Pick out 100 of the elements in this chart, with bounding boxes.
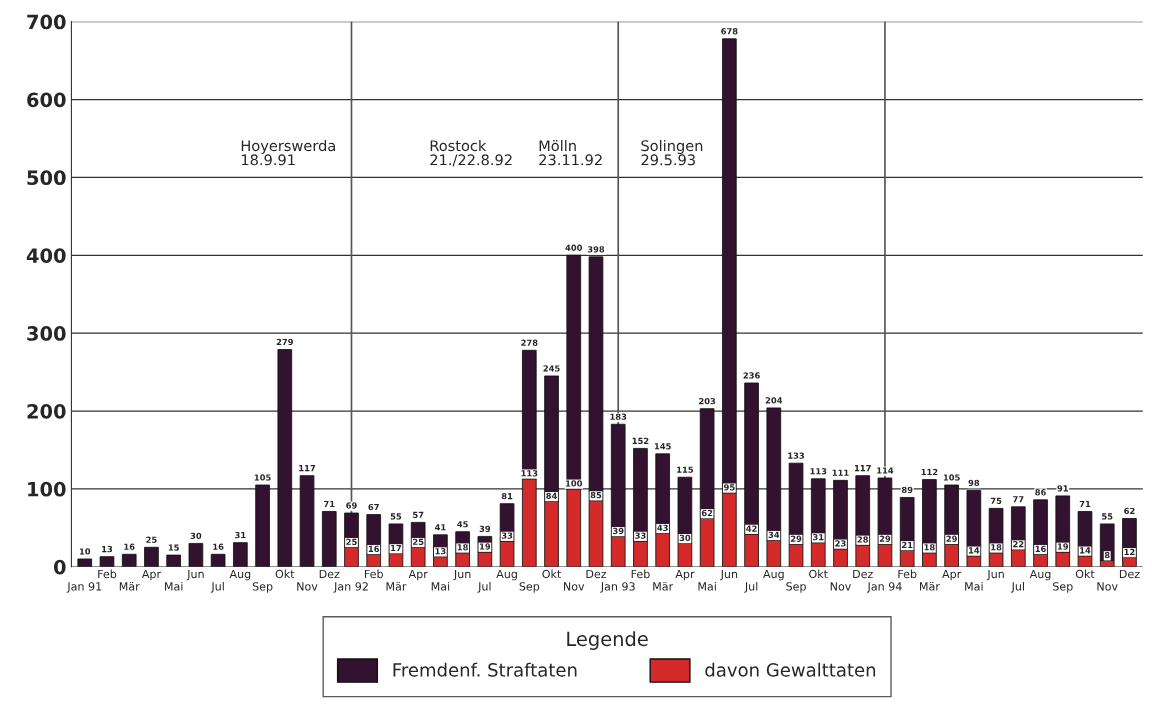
total-label: 71 <box>324 500 335 507</box>
data-label: 14 <box>969 547 980 554</box>
y-tick-label: 0 <box>53 559 66 575</box>
total-label: 45 <box>457 521 468 528</box>
total-label: 55 <box>1102 513 1113 520</box>
data-label: 22 <box>1013 541 1024 548</box>
total-label: 114 <box>877 467 894 474</box>
x-tick-label: Jul <box>744 581 758 593</box>
x-tick-label: Apr <box>675 569 695 581</box>
bar <box>321 511 337 567</box>
data-label: 25 <box>346 538 357 545</box>
total-label: 16 <box>124 543 135 550</box>
x-tick-label: Aug <box>496 569 517 581</box>
bar <box>522 478 537 567</box>
data-label: 16 <box>368 545 380 552</box>
total-label: 133 <box>788 452 805 459</box>
data-label: 29 <box>790 535 802 542</box>
x-tick-label: Feb <box>631 569 650 579</box>
y-tick-label: 600 <box>27 92 66 108</box>
data-label: 39 <box>612 527 624 535</box>
data-label: 12 <box>1124 548 1135 555</box>
total-label: 62 <box>1124 507 1135 515</box>
x-tick-label: Mär <box>386 582 407 591</box>
data-label: 21 <box>902 541 913 548</box>
total-label: 112 <box>921 468 938 476</box>
bar <box>188 542 204 567</box>
data-label: 100 <box>566 480 583 487</box>
x-tick-label: Feb <box>98 569 117 579</box>
x-tick-label: Mai <box>698 581 716 591</box>
x-tick-label: Sep <box>786 582 806 593</box>
total-label: 145 <box>654 443 671 450</box>
x-tick-label: Okt <box>1075 569 1095 579</box>
x-tick-label: Apr <box>942 569 962 581</box>
x-tick-label: Aug <box>229 569 251 581</box>
x-tick-label: Jan 91 <box>66 582 102 593</box>
data-label: 113 <box>521 470 538 477</box>
x-tick-label: Mär <box>653 582 674 591</box>
data-label: 29 <box>879 535 891 542</box>
total-label: 152 <box>632 437 649 445</box>
legend-title: Legende <box>567 631 648 650</box>
x-tick-label: Apr <box>141 569 162 581</box>
total-label: 25 <box>146 536 157 543</box>
total-label: 10 <box>79 548 91 555</box>
data-label: 42 <box>746 525 757 532</box>
annotation: Solingen 29.5.93 <box>641 139 703 166</box>
annotation: Hoyerswerda 18.9.91 <box>241 139 335 166</box>
bar <box>299 475 315 567</box>
total-label: 98 <box>968 479 980 487</box>
total-label: 400 <box>565 244 583 251</box>
legend-label: davon Gewalttaten <box>705 662 876 677</box>
total-label: 105 <box>254 474 271 481</box>
y-tick-label: 700 <box>27 14 66 30</box>
total-label: 13 <box>102 545 113 553</box>
bar <box>210 553 226 567</box>
data-label: 30 <box>679 534 691 542</box>
data-label: 16 <box>1035 545 1046 552</box>
total-label: 86 <box>1035 489 1046 496</box>
x-tick-label: Nov <box>564 582 585 591</box>
bar <box>233 542 248 567</box>
y-tick-label: 400 <box>26 248 66 263</box>
bar <box>99 556 115 567</box>
total-label: 30 <box>190 532 202 540</box>
total-label: 15 <box>168 544 179 551</box>
x-tick-label: Mai <box>165 581 183 591</box>
x-tick-label: Nov <box>1097 582 1118 591</box>
data-label: 95 <box>723 484 735 491</box>
x-tick-label: Jan 94 <box>866 582 902 593</box>
total-label: 77 <box>1013 496 1024 503</box>
x-tick-label: Jul <box>477 581 491 593</box>
total-label: 67 <box>368 503 379 511</box>
x-tick-label: Nov <box>830 582 851 591</box>
data-label: 29 <box>946 535 957 542</box>
total-label: 75 <box>990 497 1002 504</box>
x-tick-label: Sep <box>519 582 540 593</box>
y-tick-label: 100 <box>28 481 66 497</box>
total-label: 204 <box>765 397 783 404</box>
total-label: 41 <box>434 524 446 531</box>
data-label: 85 <box>590 491 602 499</box>
total-label: 245 <box>543 365 560 372</box>
x-tick-label: Jun <box>186 569 204 581</box>
data-label: 13 <box>435 548 446 555</box>
x-tick-label: Dez <box>853 569 873 579</box>
x-tick-label: Mär <box>920 582 940 591</box>
total-label: 39 <box>479 525 491 533</box>
total-label: 115 <box>677 466 694 473</box>
y-tick-label: 200 <box>27 403 66 419</box>
x-tick-label: Mär <box>119 582 140 591</box>
data-label: 84 <box>546 492 557 500</box>
x-tick-label: Sep <box>1053 582 1073 593</box>
data-label: 18 <box>991 544 1002 551</box>
total-label: 203 <box>699 397 716 405</box>
bar <box>166 554 181 567</box>
total-label: 113 <box>810 468 827 475</box>
x-tick-label: Feb <box>898 569 917 579</box>
x-tick-label: Okt <box>542 569 562 579</box>
x-tick-label: Dez <box>319 569 340 579</box>
annotation: Rostock 21./22.8.92 <box>430 139 512 167</box>
total-label: 111 <box>832 469 849 476</box>
x-tick-label: Jun <box>986 569 1004 581</box>
total-label: 91 <box>1057 485 1068 492</box>
